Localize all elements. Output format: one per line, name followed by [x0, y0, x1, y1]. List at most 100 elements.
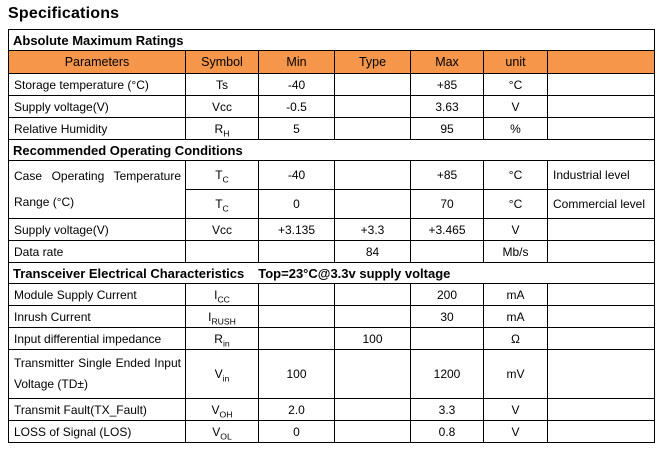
- cell-max: 95: [410, 117, 484, 140]
- cell-unit: V: [483, 95, 548, 118]
- cell-note: [546, 420, 656, 443]
- cell-unit: °C: [483, 160, 548, 190]
- cell-parameter: Input differential impedance: [8, 327, 186, 350]
- cell-min: [258, 283, 335, 306]
- cell-type: [334, 349, 411, 399]
- cell-symbol: IRUSH: [185, 305, 259, 328]
- cell-symbol: VOH: [185, 398, 259, 421]
- cell-min: -40: [258, 73, 335, 96]
- column-header-notes: [546, 50, 656, 74]
- cell-note: [546, 95, 656, 118]
- cell-min: 0: [258, 189, 335, 219]
- section-title: Recommended Operating Conditions: [7, 139, 656, 161]
- cell-symbol: Ts: [185, 73, 259, 96]
- cell-unit: °C: [483, 73, 548, 96]
- cell-parameter: Module Supply Current: [8, 283, 186, 306]
- cell-symbol: TC: [185, 189, 259, 219]
- column-header-type: Type: [334, 50, 411, 74]
- cell-parameter: Transmitter Single Ended Input Voltage (…: [8, 349, 186, 399]
- cell-min: 100: [258, 349, 335, 399]
- section-title-text: Absolute Maximum Ratings: [13, 32, 184, 48]
- section-title: Absolute Maximum Ratings: [7, 29, 656, 51]
- cell-note: [546, 305, 656, 328]
- cell-max: 1200: [410, 349, 484, 399]
- cell-symbol: Vcc: [185, 95, 259, 118]
- cell-unit: V: [483, 420, 548, 443]
- cell-symbol: ICC: [185, 283, 259, 306]
- cell-min: [258, 240, 335, 263]
- cell-parameter: Case Operating Temperature Range (°C): [8, 160, 186, 219]
- cell-type: [334, 160, 411, 190]
- cell-unit: %: [483, 117, 548, 140]
- cell-type: [334, 117, 411, 140]
- cell-min: 0: [258, 420, 335, 443]
- cell-note: [546, 240, 656, 263]
- cell-max: 3.63: [410, 95, 484, 118]
- cell-parameter: LOSS of Signal (LOS): [8, 420, 186, 443]
- cell-type: [334, 73, 411, 96]
- cell-unit: V: [483, 218, 548, 241]
- cell-min: 2.0: [258, 398, 335, 421]
- cell-min: -40: [258, 160, 335, 190]
- section-title-text: Recommended Operating Conditions: [13, 142, 243, 158]
- section-subtitle-text: Top=23°C@3.3v supply voltage: [258, 265, 451, 281]
- cell-unit: mA: [483, 283, 548, 306]
- cell-note: [546, 283, 656, 306]
- page-title: Specifications: [8, 5, 120, 22]
- cell-type: 84: [334, 240, 411, 263]
- cell-type: [334, 305, 411, 328]
- column-header-symbol: Symbol: [185, 50, 259, 74]
- column-header-parameters: Parameters: [8, 50, 186, 74]
- cell-max: 200: [410, 283, 484, 306]
- cell-parameter: Storage temperature (°C): [8, 73, 186, 96]
- cell-symbol: RH: [185, 117, 259, 140]
- cell-note: [546, 218, 656, 241]
- cell-unit: mA: [483, 305, 548, 328]
- cell-type: +3.3: [334, 218, 411, 241]
- cell-symbol: TC: [185, 160, 259, 190]
- cell-unit: °C: [483, 189, 548, 219]
- cell-parameter: Inrush Current: [8, 305, 186, 328]
- cell-type: 100: [334, 327, 411, 350]
- cell-note: [546, 398, 656, 421]
- column-header-unit: unit: [483, 50, 548, 74]
- cell-max: 30: [410, 305, 484, 328]
- cell-parameter: Supply voltage(V): [8, 95, 186, 118]
- cell-parameter: Supply voltage(V): [8, 218, 186, 241]
- cell-parameter: Relative Humidity: [8, 117, 186, 140]
- cell-max: +85: [410, 160, 484, 190]
- cell-type: [334, 189, 411, 219]
- cell-max: [410, 327, 484, 350]
- cell-type: [334, 398, 411, 421]
- cell-symbol: Vcc: [185, 218, 259, 241]
- cell-min: -0.5: [258, 95, 335, 118]
- cell-min: [258, 305, 335, 328]
- specifications-table: Absolute Maximum Ratings Parameters Symbol…: [7, 29, 656, 443]
- cell-max: [410, 240, 484, 263]
- cell-max: +3.465: [410, 218, 484, 241]
- cell-min: [258, 327, 335, 350]
- cell-symbol: VOL: [185, 420, 259, 443]
- cell-type: [334, 283, 411, 306]
- cell-note: Industrial level: [546, 160, 656, 190]
- cell-parameter: Data rate: [8, 240, 186, 263]
- cell-note: [546, 73, 656, 96]
- cell-symbol: Vin: [185, 349, 259, 399]
- cell-note: [546, 327, 656, 350]
- spec-table-body: Absolute Maximum Ratings Parameters Symbol…: [7, 29, 656, 443]
- cell-type: [334, 420, 411, 443]
- cell-unit: V: [483, 398, 548, 421]
- cell-type: [334, 95, 411, 118]
- cell-unit: mV: [483, 349, 548, 399]
- cell-unit: Mb/s: [483, 240, 548, 263]
- cell-max: 70: [410, 189, 484, 219]
- cell-min: +3.135: [258, 218, 335, 241]
- section-title-text: Transceiver Electrical Characteristics: [13, 265, 245, 281]
- cell-symbol: [185, 240, 259, 263]
- column-header-max: Max: [410, 50, 484, 74]
- cell-note: Commercial level: [546, 189, 656, 219]
- section-title: Transceiver Electrical Characteristics To…: [7, 262, 656, 284]
- cell-max: 3.3: [410, 398, 484, 421]
- cell-unit: Ω: [483, 327, 548, 350]
- cell-max: 0.8: [410, 420, 484, 443]
